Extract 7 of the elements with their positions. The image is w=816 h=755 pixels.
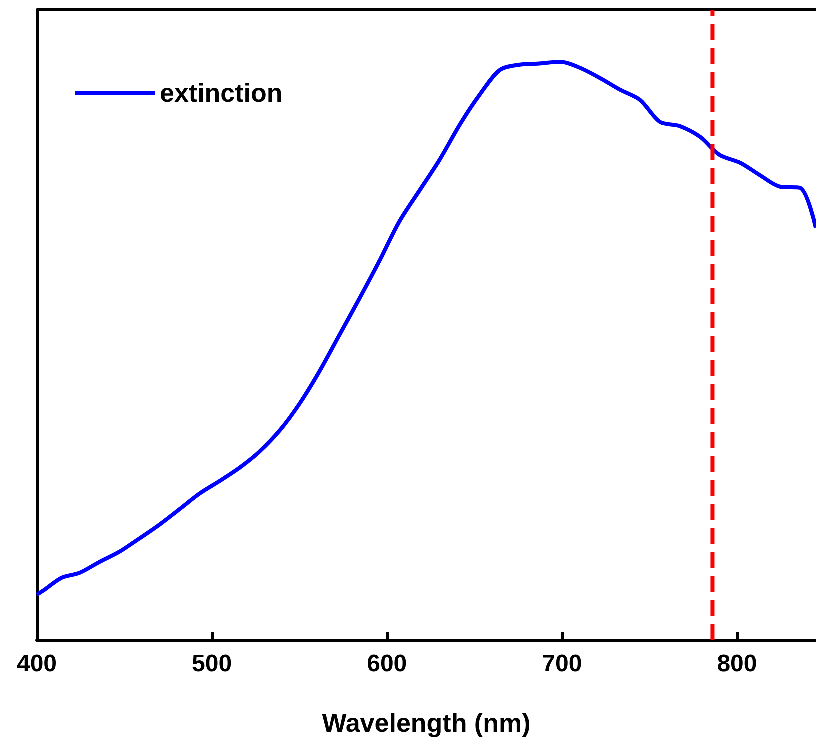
x-axis-title: Wavelength (nm) xyxy=(322,708,531,738)
x-tick-label: 400 xyxy=(16,650,58,678)
x-tick-label: 800 xyxy=(717,650,758,678)
x-tick-label: 600 xyxy=(367,650,408,678)
x-tick-label: 700 xyxy=(542,650,582,678)
x-tick-label: 500 xyxy=(192,650,232,678)
legend-label: extinction xyxy=(160,78,283,108)
